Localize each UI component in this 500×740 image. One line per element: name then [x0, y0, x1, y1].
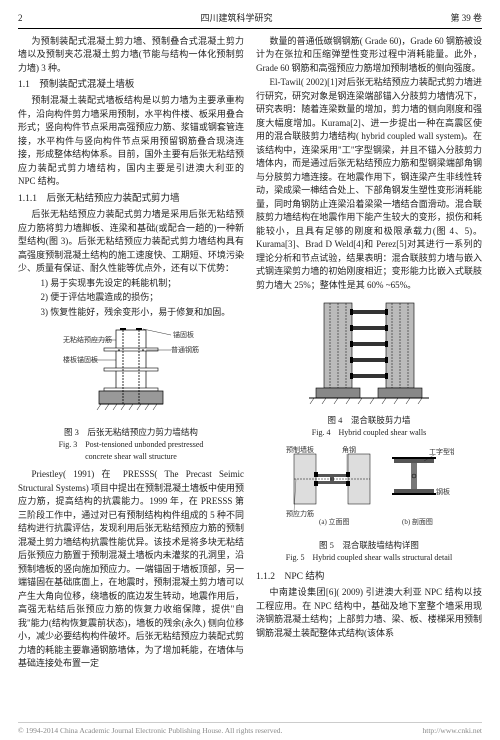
- fig4-caption-en: Fig. 4 Hybrid coupled shear walls: [256, 428, 482, 438]
- figure-4: 图 4 混合联肢剪力墙 Fig. 4 Hybrid coupled shear …: [256, 298, 482, 438]
- section-1-1: 1.1 预制装配式混凝土墙板: [18, 78, 244, 92]
- figure-5: 预制墙板 角钢 预应力筋 (a) 立面图 工字型钢梁 钢板: [256, 444, 482, 564]
- svg-text:楼板锚固板: 楼板锚固板: [63, 355, 98, 364]
- fig5-svg: 预制墙板 角钢 预应力筋 (a) 立面图 工字型钢梁 钢板: [284, 444, 454, 534]
- fig4-svg: [294, 298, 444, 408]
- left-column: 为预制装配式混凝土剪力墙、预制叠合式混凝土剪力墙以及预制夹芯混凝土剪力墙(节能与…: [18, 35, 244, 672]
- page-footer: © 1994-2014 China Academic Journal Elect…: [18, 722, 482, 736]
- para: 数量的普通低碳钢钢筋( Grade 60)，Grade 60 钢筋被设计为在张拉…: [256, 35, 482, 76]
- list-item: 2) 便于评估地震造成的损伤；: [18, 291, 244, 305]
- para: 后张无粘结预应力装配式剪力墙是采用后张无粘结预应力筋将剪力墙脚板、连梁和基础(或…: [18, 208, 244, 276]
- fig3-caption-en: Fig. 3 Post-tensioned unbonded prestress…: [18, 440, 244, 450]
- svg-text:钢板: 钢板: [436, 487, 450, 496]
- para: 为预制装配式混凝土剪力墙、预制叠合式混凝土剪力墙以及预制夹芯混凝土剪力墙(节能与…: [18, 35, 244, 76]
- section-1-1-2: 1.1.2 NPC 结构: [256, 570, 482, 584]
- fig3-caption-en2: concrete shear wall structure: [18, 452, 244, 462]
- list-item: 3) 恢复性能好，残余变形小，易于修复和加固。: [18, 306, 244, 320]
- para: 预制混凝土装配式墙板结构是以剪力墙为主要承重构件，沿向构件剪力墙采用预制，水平构…: [18, 94, 244, 189]
- svg-text:工字型钢梁: 工字型钢梁: [429, 447, 454, 456]
- journal-name: 四川建筑科学研究: [200, 12, 272, 26]
- svg-text:无粘结预应力筋: 无粘结预应力筋: [63, 335, 112, 344]
- svg-text:(a) 立面图: (a) 立面图: [319, 517, 350, 526]
- page-number: 2: [18, 12, 23, 26]
- svg-text:锚固板: 锚固板: [173, 330, 194, 339]
- svg-text:(b) 剖面图: (b) 剖面图: [402, 517, 433, 526]
- svg-text:预应力筋: 预应力筋: [286, 509, 314, 518]
- list-item: 1) 易于实现事先设定的耗能机制；: [18, 277, 244, 291]
- svg-text:普通钢筋: 普通钢筋: [171, 345, 199, 354]
- fig4-caption: 图 4 混合联肢剪力墙: [256, 415, 482, 426]
- svg-text:角钢: 角钢: [342, 445, 356, 454]
- para: 中南建设集团[6]( 2009) 引进澳大利亚 NPC 结构以技工程应用。在 N…: [256, 586, 482, 640]
- section-1-1-1: 1.1.1 后张无粘结预应力装配式剪力墙: [18, 192, 244, 206]
- footer-url: http://www.cnki.net: [422, 725, 482, 736]
- fig3-caption: 图 3 后张无粘结预应力剪力墙结构: [18, 427, 244, 438]
- volume: 第 39 卷: [450, 12, 482, 26]
- para: El-Tawil( 2002)[1]对后张无粘结预应力装配式剪力墙进行研究，研究…: [256, 76, 482, 292]
- fig5-caption-en: Fig. 5 Hybrid coupled shear walls struct…: [256, 553, 482, 563]
- footer-copyright: © 1994-2014 China Academic Journal Elect…: [18, 725, 282, 736]
- fig3-svg: 无粘结预应力筋 楼板锚固板 普通钢筋 锚固板: [61, 325, 201, 420]
- page-header: 2 四川建筑科学研究 第 39 卷: [18, 12, 482, 29]
- fig5-caption: 图 5 混合联肢墙结构详图: [256, 540, 482, 551]
- figure-3: 无粘结预应力筋 楼板锚固板 普通钢筋 锚固板 图 3 后张无粘结预应力剪力墙结构…: [18, 325, 244, 462]
- content-columns: 为预制装配式混凝土剪力墙、预制叠合式混凝土剪力墙以及预制夹芯混凝土剪力墙(节能与…: [18, 35, 482, 672]
- right-column: 数量的普通低碳钢钢筋( Grade 60)，Grade 60 钢筋被设计为在张拉…: [256, 35, 482, 672]
- para: Priestley( 1991) 在 PRESSS( The Precast S…: [18, 468, 244, 671]
- svg-text:预制墙板: 预制墙板: [286, 445, 314, 454]
